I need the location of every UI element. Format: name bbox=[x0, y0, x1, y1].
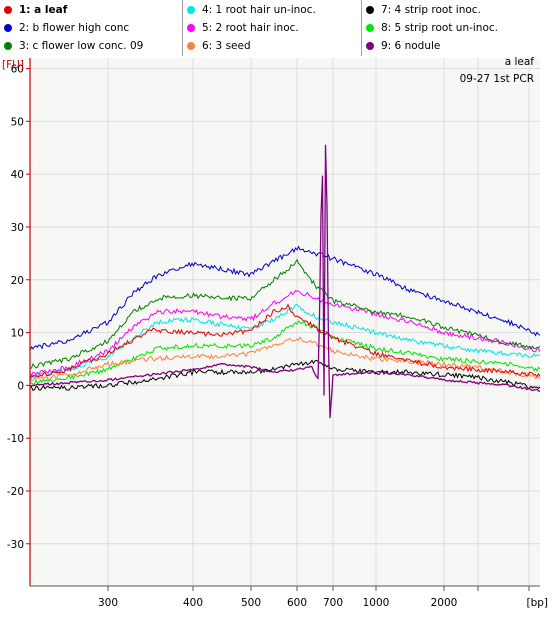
legend-dot-6 bbox=[187, 42, 195, 50]
legend-label-1: 1: a leaf bbox=[19, 4, 68, 16]
legend-column-1: 1: a leaf 2: b flower high conc 3: c flo… bbox=[0, 0, 182, 56]
y-axis-unit-label: [FU] bbox=[2, 59, 24, 71]
legend-dot-2 bbox=[4, 24, 12, 32]
legend-dot-5 bbox=[187, 24, 195, 32]
y-tick-label: 30 bbox=[11, 222, 24, 234]
legend-column-3: 7: 4 strip root inoc. 8: 5 strip root un… bbox=[362, 0, 556, 56]
legend-label-4: 4: 1 root hair un-inoc. bbox=[202, 4, 316, 16]
y-tick-label: -20 bbox=[7, 486, 24, 498]
series-line-2 bbox=[29, 245, 541, 351]
series-line-6 bbox=[29, 336, 541, 382]
sample-name-annotation: a leaf bbox=[505, 56, 535, 68]
legend-separator bbox=[182, 0, 183, 56]
legend-label-5: 5: 2 root hair inoc. bbox=[202, 22, 299, 34]
x-tick-label: 300 bbox=[98, 597, 118, 609]
x-tick-label: 600 bbox=[287, 597, 307, 609]
run-name-annotation: 09-27 1st PCR bbox=[460, 73, 534, 85]
legend-label-7: 7: 4 strip root inoc. bbox=[381, 4, 481, 16]
legend-label-6: 6: 3 seed bbox=[202, 40, 251, 52]
x-tick-label: 2000 bbox=[431, 597, 458, 609]
series-line-7 bbox=[29, 359, 541, 392]
legend-label-3: 3: c flower low conc. 09 bbox=[19, 40, 144, 52]
y-tick-label: -30 bbox=[7, 539, 24, 551]
legend-column-2: 4: 1 root hair un-inoc. 5: 2 root hair i… bbox=[183, 0, 361, 56]
series-line-3 bbox=[29, 258, 541, 369]
legend-dot-8 bbox=[366, 24, 374, 32]
series-line-4 bbox=[29, 303, 541, 381]
y-tick-label: 10 bbox=[11, 328, 24, 340]
legend-dot-9 bbox=[366, 42, 374, 50]
series-line-8 bbox=[29, 320, 541, 385]
legend-panel: 1: a leaf 2: b flower high conc 3: c flo… bbox=[0, 0, 556, 57]
series-layer bbox=[29, 144, 541, 419]
y-tick-label: 0 bbox=[17, 380, 24, 392]
legend-dot-7 bbox=[366, 6, 374, 14]
chart-svg: 60 50 40 30 20 10 0 -10 -20 -30 300 400 500 600 700 10… bbox=[0, 56, 556, 620]
legend-dot-4 bbox=[187, 6, 195, 14]
series-line-5 bbox=[29, 289, 541, 378]
x-tick-label: 1000 bbox=[363, 597, 390, 609]
y-tick-label: 20 bbox=[11, 275, 24, 287]
series-line-9 bbox=[29, 144, 541, 419]
legend-separator bbox=[361, 0, 362, 56]
y-tick-label: 50 bbox=[11, 116, 24, 128]
electropherogram-plot[interactable]: 60 50 40 30 20 10 0 -10 -20 -30 300 400 500 600 700 10… bbox=[0, 56, 556, 620]
y-tick-label: 40 bbox=[11, 169, 24, 181]
grid-lines bbox=[30, 58, 540, 586]
legend-label-2: 2: b flower high conc bbox=[19, 22, 130, 34]
legend-label-9: 9: 6 nodule bbox=[381, 40, 441, 52]
y-axis-ticks: 60 50 40 30 20 10 0 -10 -20 -30 bbox=[7, 64, 30, 551]
x-tick-label: 500 bbox=[241, 597, 261, 609]
x-axis-unit-label: [bp] bbox=[526, 597, 548, 609]
y-tick-label: -10 bbox=[7, 433, 24, 445]
x-axis-ticks: 300 400 500 600 700 1000 2000 bbox=[98, 586, 530, 609]
x-tick-label: 700 bbox=[323, 597, 343, 609]
legend-label-8: 8: 5 strip root un-inoc. bbox=[381, 22, 498, 34]
legend-dot-3 bbox=[4, 42, 12, 50]
plot-area bbox=[30, 58, 540, 586]
x-tick-label: 400 bbox=[183, 597, 203, 609]
series-line-1 bbox=[29, 303, 541, 380]
y-tick-label: 60 bbox=[11, 64, 24, 76]
legend-dot-1 bbox=[4, 6, 12, 14]
